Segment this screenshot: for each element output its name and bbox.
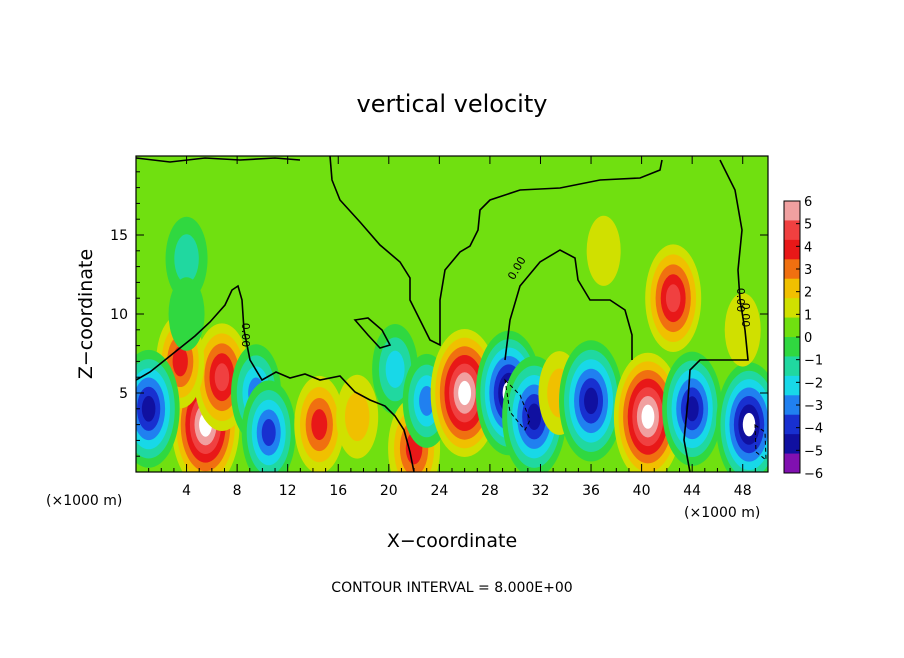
colorbar-swatch [784, 434, 800, 455]
field-cell [613, 352, 682, 472]
contour-label: 0.00 [239, 323, 252, 348]
colorbar-tick-label: −5 [804, 444, 823, 459]
colorbar-swatch [784, 220, 800, 241]
y-tick-label: 10 [110, 307, 128, 323]
colorbar-swatch [784, 239, 800, 260]
colorbar-swatch [784, 317, 800, 338]
colorbar-swatch [784, 453, 800, 474]
field-level [311, 409, 328, 441]
x-tick-label: 48 [734, 483, 752, 499]
x-unit-left: (×1000 m) [46, 493, 122, 509]
x-tick-label: 20 [380, 483, 398, 499]
field-cell [559, 340, 624, 462]
field-cell [662, 351, 723, 466]
x-tick-label: 12 [279, 483, 297, 499]
contour-interval-note: CONTOUR INTERVAL = 8.000E+00 [331, 580, 572, 596]
field-cell [168, 277, 205, 351]
field-level [214, 363, 230, 392]
colorbar-swatch [784, 414, 800, 435]
field-cell [645, 244, 702, 352]
field-level [458, 380, 472, 406]
colorbar-tick-label: 0 [804, 331, 812, 346]
x-tick-label: 8 [233, 483, 242, 499]
field-layer [136, 215, 768, 472]
zero-contour-line [504, 249, 633, 361]
field-level [641, 404, 655, 429]
colorbar-swatch [784, 298, 800, 319]
contour-label: 0.00 [739, 303, 752, 328]
colorbar-tick-label: 2 [804, 286, 812, 301]
y-tick-label: 15 [110, 228, 128, 244]
field-level [685, 396, 699, 422]
field-level [385, 350, 405, 388]
field-level [141, 395, 156, 422]
negative-contours [504, 378, 767, 462]
x-tick-label: 28 [481, 483, 499, 499]
field-level [168, 277, 205, 351]
plot-area: 0.00 0.00 0.00 0.00 [135, 155, 769, 473]
zero-contours [136, 156, 749, 472]
field-cell [336, 374, 379, 459]
x-tick-label: 16 [329, 483, 347, 499]
colorbar-tick-label: 5 [804, 218, 812, 233]
colorbar-swatch [784, 337, 800, 357]
y-axis-label: Z−coordinate [75, 249, 97, 379]
field-cell [586, 215, 621, 286]
field-level [344, 392, 370, 442]
colorbar-tick-label: 4 [804, 240, 812, 255]
x-tick-label: 44 [683, 483, 701, 499]
x-tick-label: 40 [633, 483, 651, 499]
field-cell [724, 293, 761, 367]
field-cell [165, 216, 208, 301]
zero-contour-line [136, 157, 301, 163]
field-level [174, 234, 199, 284]
colorbar-swatch [784, 259, 800, 280]
x-unit-right: (×1000 m) [684, 505, 760, 521]
dashed-contour-line [754, 424, 767, 462]
colorbar-tick-label: −2 [804, 376, 823, 391]
field-level [584, 387, 599, 415]
field-level [586, 215, 621, 286]
field-level [261, 418, 276, 447]
x-tick-label: 36 [582, 483, 600, 499]
zero-contour-line [136, 284, 415, 472]
zero-contour-line [329, 156, 663, 347]
colorbar-tick-label: −3 [804, 399, 823, 414]
field-cell [241, 380, 296, 472]
dashed-contour-line [504, 378, 531, 431]
field-level [419, 385, 435, 416]
field-level [172, 346, 188, 377]
colorbar-tick-label: 1 [804, 308, 812, 323]
chart-title: vertical velocity [357, 90, 548, 118]
colorbar: 6 5 4 3 2 1 0 −1 −2 −3 −4 −5 −6 [783, 195, 823, 482]
field-level [742, 412, 756, 437]
colorbar-tick-label: 6 [804, 195, 812, 210]
colorbar-swatch [784, 278, 800, 299]
colorbar-swatch [784, 356, 800, 377]
contour-label: 0.00 [734, 288, 747, 313]
field-cell [716, 362, 768, 472]
colorbar-swatch [784, 201, 800, 221]
colorbar-tick-label: −6 [804, 467, 823, 482]
zero-contour-line [683, 159, 749, 472]
x-tick-label: 32 [532, 483, 550, 499]
x-axis-label: X−coordinate [387, 530, 517, 552]
x-tick-label: 24 [430, 483, 448, 499]
field-level [724, 293, 761, 367]
field-cell [136, 349, 180, 468]
field-level [527, 403, 542, 430]
colorbar-tick-label: −4 [804, 422, 823, 437]
colorbar-tick-label: 3 [804, 263, 812, 278]
colorbar-swatch [784, 375, 800, 396]
colorbar-tick-label: −1 [804, 354, 823, 369]
colorbar-swatch [784, 395, 800, 416]
x-tick-label: 4 [182, 483, 191, 499]
field-level [665, 284, 681, 313]
zero-contour-line [353, 317, 392, 349]
y-axis: 5 10 15 [110, 171, 768, 457]
x-axis: 4 8 12 16 20 24 28 32 36 40 44 48 [148, 156, 756, 499]
field-cell [294, 375, 345, 472]
y-tick-label: 5 [119, 386, 128, 402]
